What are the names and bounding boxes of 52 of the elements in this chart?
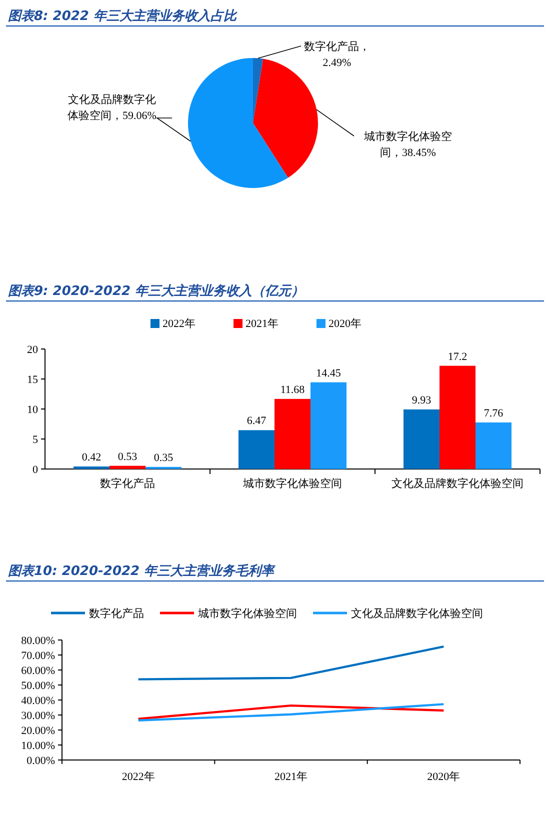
y-tick-label: 40.00% bbox=[21, 695, 55, 707]
y-tick-label: 30.00% bbox=[21, 710, 55, 722]
y-tick-label: 10 bbox=[27, 404, 38, 416]
pie-slice bbox=[253, 58, 318, 178]
y-tick-label: 20 bbox=[27, 344, 38, 356]
y-tick-label: 0.00% bbox=[26, 755, 55, 767]
data-label: 9.93 bbox=[412, 394, 432, 406]
y-tick-label: 15 bbox=[27, 374, 38, 386]
y-tick-label: 80.00% bbox=[21, 635, 55, 647]
bar bbox=[274, 398, 310, 469]
slice-label: 城市数字化体验空间，38.45% bbox=[363, 130, 452, 159]
data-label: 14.45 bbox=[316, 367, 342, 380]
legend-label: 2020年 bbox=[328, 318, 362, 330]
data-label: 11.68 bbox=[280, 384, 306, 396]
bar bbox=[74, 466, 110, 469]
y-tick-label: 10.00% bbox=[21, 740, 55, 752]
data-label: 0.53 bbox=[118, 450, 138, 463]
data-label: 0.35 bbox=[154, 452, 174, 464]
x-tick-label: 2021年 bbox=[274, 771, 308, 783]
bar bbox=[310, 382, 346, 469]
data-label: 17.2 bbox=[448, 350, 468, 363]
x-tick-label: 文化及品牌数字化体验空间 bbox=[392, 477, 524, 490]
x-tick-label: 2022年 bbox=[122, 771, 155, 783]
bar bbox=[110, 466, 146, 469]
x-tick-label: 城市数字化体验空间 bbox=[242, 477, 342, 490]
chart-title: 图表8: 2022 年三大主营业务收入占比 bbox=[8, 8, 238, 24]
data-label: 7.76 bbox=[484, 407, 504, 420]
slice-label: 数字化产品，2.49% bbox=[304, 40, 370, 69]
bar bbox=[238, 430, 274, 469]
data-label: 6.47 bbox=[246, 415, 267, 428]
chart-title: 图表10: 2020-2022 年三大主营业务毛利率 bbox=[8, 563, 276, 579]
y-tick-label: 60.00% bbox=[21, 665, 55, 677]
legend-label: 文化及品牌数字化体验空间 bbox=[351, 607, 483, 620]
y-tick-label: 0 bbox=[32, 464, 38, 476]
x-tick-label: 数字化产品 bbox=[100, 477, 155, 490]
pie-slice bbox=[188, 58, 288, 188]
chart-title: 图表9: 2020-2022 年三大主营业务收入（亿元） bbox=[8, 283, 304, 299]
legend-label: 数字化产品 bbox=[89, 607, 144, 620]
legend-label: 2021年 bbox=[246, 318, 278, 330]
y-tick-label: 20.00% bbox=[21, 725, 55, 737]
y-tick-label: 70.00% bbox=[21, 650, 55, 662]
legend-label: 城市数字化体验空间 bbox=[197, 607, 297, 620]
y-tick-label: 50.00% bbox=[21, 680, 55, 692]
slice-label: 文化及品牌数字化体验空间，59.06% bbox=[68, 93, 156, 122]
pie-slice bbox=[253, 58, 264, 123]
x-tick-label: 2020年 bbox=[427, 771, 460, 783]
bar bbox=[440, 366, 476, 469]
y-tick-label: 5 bbox=[32, 434, 38, 446]
data-label: 0.42 bbox=[82, 451, 102, 464]
bar bbox=[476, 422, 512, 469]
bar bbox=[404, 409, 440, 469]
legend-label: 2022年 bbox=[162, 318, 196, 330]
